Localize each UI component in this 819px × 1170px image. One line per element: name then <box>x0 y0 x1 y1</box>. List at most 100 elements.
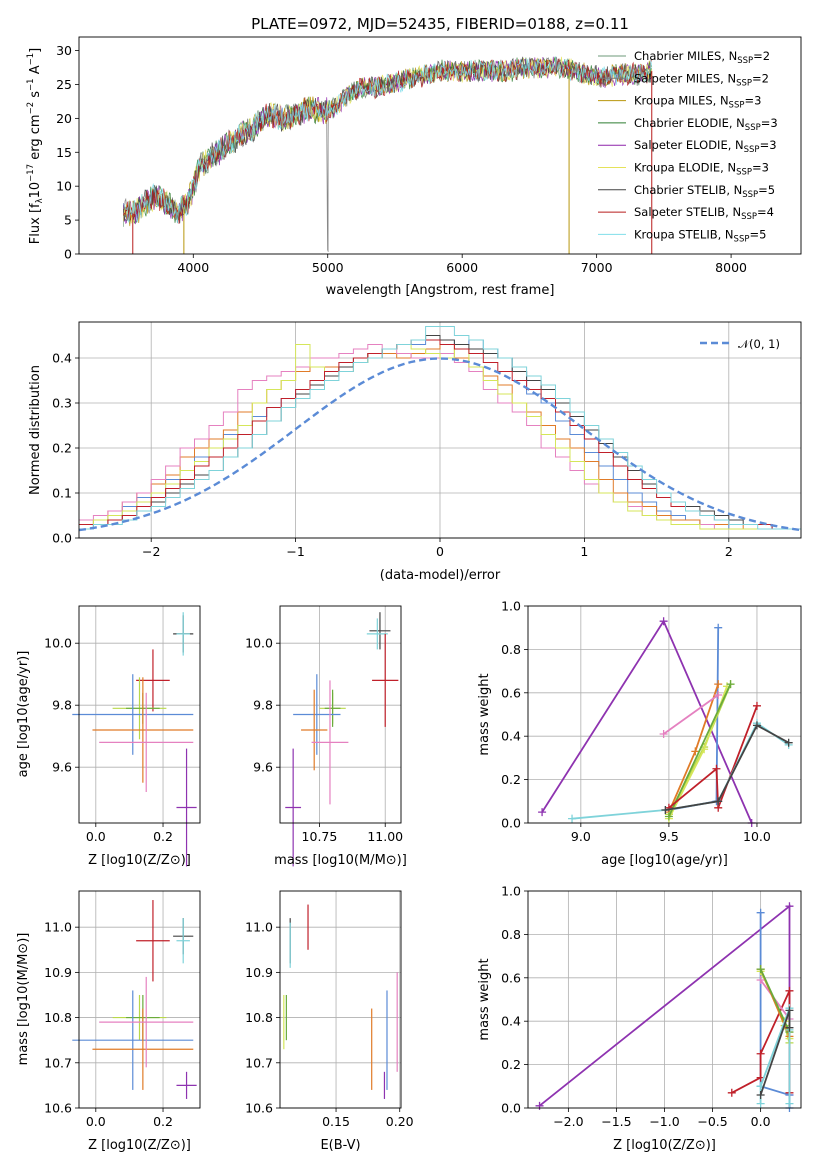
zmw-ytick-label-5: 1.0 <box>501 884 521 899</box>
zage-axes: 0.0 0.2 9.6 9.8 10.0 <box>44 606 200 844</box>
ebv-axes: 0.15 0.20 10.6 10.7 10.8 10.9 11.0 <box>245 891 414 1129</box>
zmw-xtick-label-3: −0.5 <box>697 1114 727 1129</box>
zage-ytick-label-1: 9.8 <box>52 698 72 713</box>
massage-xtick-label-0: 10.75 <box>302 829 338 844</box>
agemw-series-3 <box>663 694 719 735</box>
agemw-marker-5-1 <box>700 745 709 754</box>
zmw-xlabel: Z [log10(Z/Z⊙)] <box>613 1138 716 1153</box>
zmw-xtick-label-4: 0.0 <box>751 1114 771 1129</box>
agemw-ytick-label-4: 0.8 <box>501 642 521 657</box>
hist-xlabel: (data-model)/error <box>380 568 501 583</box>
ebv-xlabel: E(B-V) <box>320 1138 360 1153</box>
ebv-xtick-label-0: 0.15 <box>322 1114 350 1129</box>
legend-entry-1: Salpeter MILES, NSSP=2 <box>634 71 769 88</box>
spectrum-xtick-label-2: 6000 <box>446 260 478 275</box>
zmw-marker-5-0 <box>756 975 765 984</box>
zage-xtick-label-1: 0.2 <box>153 829 173 844</box>
hist-series-2 <box>79 344 801 530</box>
hist-legend-label: 𝒩(0, 1) <box>738 337 780 351</box>
spectrum-legend: Chabrier MILES, NSSP=2 Salpeter MILES, NS… <box>598 49 778 244</box>
agemw-marker-0-0 <box>538 808 547 817</box>
ebv-ytick-label-3: 10.9 <box>245 965 273 980</box>
zmass-ylabel: mass [log10(M/M⊙)] <box>16 933 31 1066</box>
legend-entry-3: Chabrier ELODIE, NSSP=3 <box>634 116 778 133</box>
zmw-marker-0-0 <box>535 1101 544 1110</box>
agemw-marker-9-0 <box>661 805 670 814</box>
zmass-ytick-label-1: 10.7 <box>44 1055 72 1070</box>
spectrum-xtick-label-1: 5000 <box>312 260 344 275</box>
zmw-xtick-label-1: −1.5 <box>601 1114 631 1129</box>
zmass-xtick-label-0: 0.0 <box>86 1114 106 1129</box>
zmw-marker-9-2 <box>785 1023 794 1032</box>
spectrum-axes: 4000 5000 6000 7000 8000 0 5 10 15 20 25 30 <box>56 43 747 275</box>
spectrum-series-8 <box>123 56 653 224</box>
hist-xtick-label-2: 0 <box>436 544 444 559</box>
zmass-ytick-label-3: 10.9 <box>44 965 72 980</box>
hist-ytick-label-1: 0.1 <box>52 486 72 501</box>
zmw-marker-2-2 <box>756 1049 765 1058</box>
zmass-xtick-label-1: 0.2 <box>153 1114 173 1129</box>
agemw-axes: 9.0 9.5 10.0 0.0 0.2 0.4 0.6 0.8 1.0 <box>501 599 801 844</box>
hist-series-6 <box>79 326 801 530</box>
zmass-ytick-label-2: 10.8 <box>44 1010 72 1025</box>
zmw-ytick-label-4: 0.8 <box>501 927 521 942</box>
hist-xtick-label-0: −2 <box>142 544 160 559</box>
zage-ytick-label-2: 10.0 <box>44 636 72 651</box>
agemw-series-2 <box>668 683 720 813</box>
zmass-ytick-label-0: 10.6 <box>44 1101 72 1116</box>
hist-xtick-label-4: 2 <box>725 544 733 559</box>
zmw-marker-7-0 <box>756 965 765 974</box>
spectrum-frame <box>78 36 802 255</box>
spectrum-ytick-label-1: 5 <box>64 213 72 228</box>
legend-entry-0: Chabrier MILES, NSSP=2 <box>634 49 770 66</box>
zmw-frame <box>527 890 802 1109</box>
massage-ytick-label-2: 10.0 <box>245 636 273 651</box>
ebv-ytick-label-1: 10.7 <box>245 1055 273 1070</box>
agemw-marker-2-2 <box>714 680 723 689</box>
agemw-marker-9-1 <box>714 797 723 806</box>
zmw-marker-2-0 <box>727 1088 736 1097</box>
legend-entry-2: Kroupa MILES, NSSP=3 <box>634 94 761 111</box>
zage-xtick-label-0: 0.0 <box>86 829 106 844</box>
hist-xtick-label-3: 1 <box>580 544 588 559</box>
zmass-ytick-label-4: 11.0 <box>44 920 72 935</box>
zmw-marker-0-1 <box>785 902 794 911</box>
spectrum-series-7 <box>123 57 653 224</box>
zage-xlabel: Z [log10(Z/Z⊙)] <box>88 853 191 868</box>
agemw-ytick-label-3: 0.6 <box>501 685 521 700</box>
hist-frame <box>78 321 802 539</box>
agemw-ytick-label-2: 0.4 <box>501 729 521 744</box>
zmw-series-1 <box>759 912 791 1108</box>
zmw-marker-8-4 <box>785 1099 794 1108</box>
hist-normal-curve <box>78 357 802 532</box>
hist-ytick-label-4: 0.4 <box>52 351 72 366</box>
spectrum-xtick-label-0: 4000 <box>177 260 209 275</box>
zmw-ytick-label-1: 0.2 <box>501 1057 521 1072</box>
massage-xlabel: mass [log10(M/M⊙)] <box>274 853 407 868</box>
ebv-ytick-label-4: 11.0 <box>245 920 273 935</box>
hist-xtick-label-1: −1 <box>286 544 304 559</box>
massage-ytick-label-0: 9.6 <box>253 760 273 775</box>
spectrum-ytick-label-6: 30 <box>56 43 72 58</box>
zage-ytick-label-0: 9.6 <box>52 760 72 775</box>
agemw-xtick-label-0: 9.0 <box>571 829 591 844</box>
ebv-ytick-label-0: 10.6 <box>245 1101 273 1116</box>
zmw-marker-9-1 <box>785 1006 794 1015</box>
agemw-ytick-label-5: 1.0 <box>501 599 521 614</box>
hist-ytick-label-3: 0.3 <box>52 396 72 411</box>
spectrum-title: PLATE=0972, MJD=52435, FIBERID=0188, z=0… <box>251 15 629 33</box>
massage-xtick-label-1: 11.00 <box>367 829 403 844</box>
legend-entry-6: Chabrier STELIB, NSSP=5 <box>634 183 775 200</box>
zmw-xtick-label-2: −1.0 <box>649 1114 679 1129</box>
spectrum-ytick-label-5: 25 <box>56 77 72 92</box>
agemw-marker-7-1 <box>712 764 721 773</box>
agemw-marker-3-1 <box>714 690 723 699</box>
agemw-marker-6-1 <box>726 680 735 689</box>
spectrum-xlabel: wavelength [Angstrom, rest frame] <box>326 283 555 298</box>
hist-ylabel: Normed distribution <box>28 365 43 495</box>
agemw-series-1 <box>668 627 720 811</box>
agemw-ylabel: mass weight <box>477 673 492 755</box>
agemw-ytick-label-0: 0.0 <box>501 816 521 831</box>
